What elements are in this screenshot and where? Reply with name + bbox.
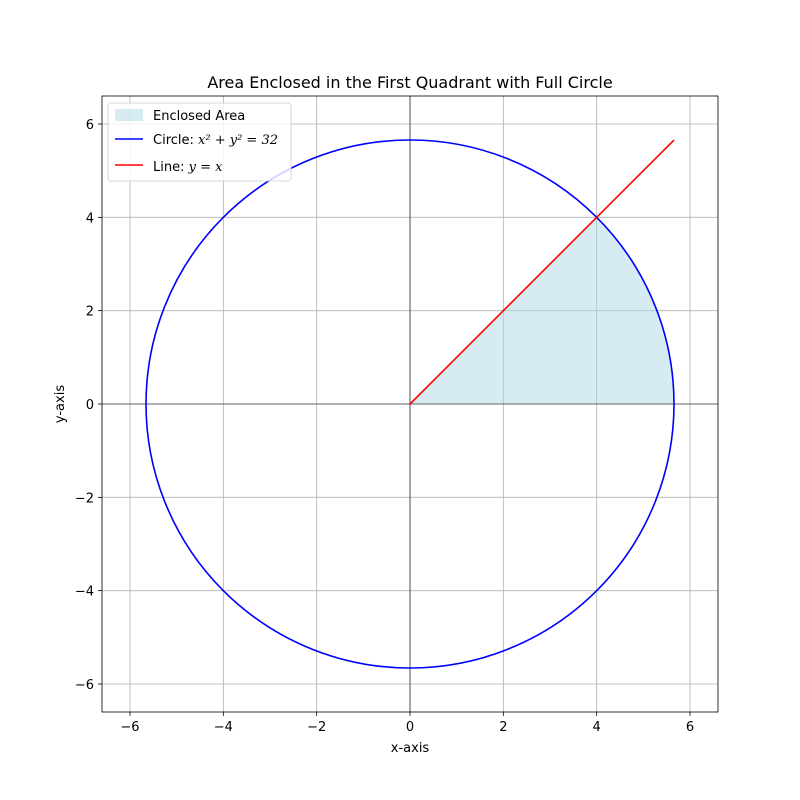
plot-area: −6 −4 −2 0 2 4 6 −6 −4 −2 0 2 4 6 xyxy=(75,95,719,735)
x-tick-label: 2 xyxy=(499,720,507,735)
x-tick-label: −6 xyxy=(120,720,139,735)
x-tick-label: 0 xyxy=(406,720,414,735)
legend-box xyxy=(107,102,292,182)
series-layer xyxy=(145,139,675,669)
ticks: −6 −4 −2 0 2 4 6 −6 −4 −2 0 2 4 6 xyxy=(75,118,694,735)
legend-label-line-prefix: Line: xyxy=(153,160,189,175)
legend-label-line-math: y = x xyxy=(188,160,224,175)
x-tick-label: 6 xyxy=(686,720,694,735)
legend-swatch-enclosed-area xyxy=(115,109,143,121)
legend-label-enclosed-area: Enclosed Area xyxy=(153,109,245,124)
y-tick-label: 0 xyxy=(86,398,94,413)
y-tick-label: 4 xyxy=(86,211,94,226)
x-tick-label: −2 xyxy=(307,720,326,735)
y-tick-label: −6 xyxy=(75,678,94,693)
enclosed-area-fill xyxy=(410,217,674,404)
x-tick-label: 4 xyxy=(593,720,601,735)
fill-layer xyxy=(410,217,674,404)
y-axis-label: y-axis xyxy=(53,385,68,423)
y-tick-label: 2 xyxy=(86,305,94,320)
x-tick-label: −4 xyxy=(214,720,233,735)
y-tick-label: −4 xyxy=(75,585,94,600)
y-tick-label: 6 xyxy=(86,118,94,133)
legend-label-line: Line: y = x xyxy=(153,160,223,175)
legend-label-circle-math: x² + y² = 32 xyxy=(198,133,278,148)
chart-title: Area Enclosed in the First Quadrant with… xyxy=(207,73,612,92)
legend-label-circle: Circle: x² + y² = 32 xyxy=(153,133,278,148)
legend: Enclosed Area Circle: x² + y² = 32 Line:… xyxy=(107,102,292,182)
legend-label-circle-prefix: Circle: xyxy=(153,133,198,148)
line-series xyxy=(409,139,675,405)
x-axis-label: x-axis xyxy=(391,741,430,756)
circle-series xyxy=(145,139,675,669)
y-tick-label: −2 xyxy=(75,491,94,506)
